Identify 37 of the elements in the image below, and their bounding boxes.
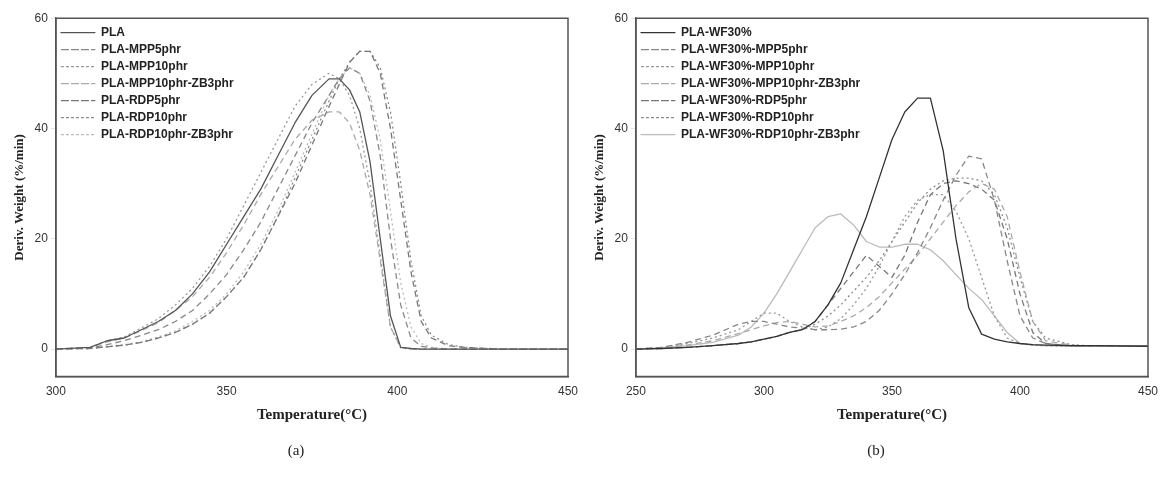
x-tick-label: 350	[881, 384, 903, 399]
legend-label: PLA-WF30%-MPP5phr	[680, 41, 808, 56]
legend-label: PLA-WF30%-MPP10phr-ZB3phr	[680, 75, 861, 90]
y-axis-title: Deriv. Weight (%/min)	[591, 134, 607, 261]
legend-label: PLA-WF30%-RDP5phr	[680, 92, 808, 107]
text: (a)	[286, 442, 306, 459]
x-tick-label: 350	[216, 384, 237, 399]
text: (b)	[866, 442, 886, 459]
legend-label: PLA-MPP10phr-ZB3phr	[100, 75, 234, 90]
legend-label: PLA-WF30%-RDP10phr	[680, 109, 814, 124]
x-tick-label: 300	[45, 384, 67, 399]
y-tick-label: 20	[34, 231, 49, 246]
y-axis-title: Deriv. Weight (%/min)	[11, 134, 27, 261]
y-tick-label: 20	[614, 231, 629, 246]
y-tick-label: 60	[34, 10, 49, 25]
legend-label: PLA	[100, 24, 126, 39]
legend-label: PLA-WF30%	[680, 24, 752, 39]
y-tick-label: 40	[34, 120, 49, 135]
y-tick-label: 0	[621, 341, 629, 356]
x-axis-title: Temperature(°C)	[256, 405, 368, 423]
y-tick-label: 60	[614, 10, 629, 25]
legend-label: PLA-WF30%-RDP10phr-ZB3phr	[680, 126, 860, 141]
legend-label: PLA-MPP5phr	[100, 41, 182, 56]
y-tick-label: 40	[614, 120, 629, 135]
x-tick-label: 300	[753, 384, 775, 399]
legend-label: PLA-RDP10phr	[100, 109, 188, 124]
x-tick-label: 400	[1009, 384, 1031, 399]
x-tick-label: 400	[387, 384, 408, 399]
x-axis-title: Temperature(°C)	[836, 405, 948, 423]
x-tick-label: 450	[557, 384, 579, 399]
x-tick-label: 250	[625, 384, 647, 399]
legend-label: PLA-MPP10phr	[100, 58, 188, 73]
legend-label: PLA-WF30%-MPP10phr	[680, 58, 815, 73]
legend-label: PLA-RDP5phr	[100, 92, 181, 107]
y-tick-label: 0	[41, 341, 49, 356]
legend-label: PLA-RDP10phr-ZB3phr	[100, 126, 234, 141]
x-tick-label: 450	[1137, 384, 1159, 399]
